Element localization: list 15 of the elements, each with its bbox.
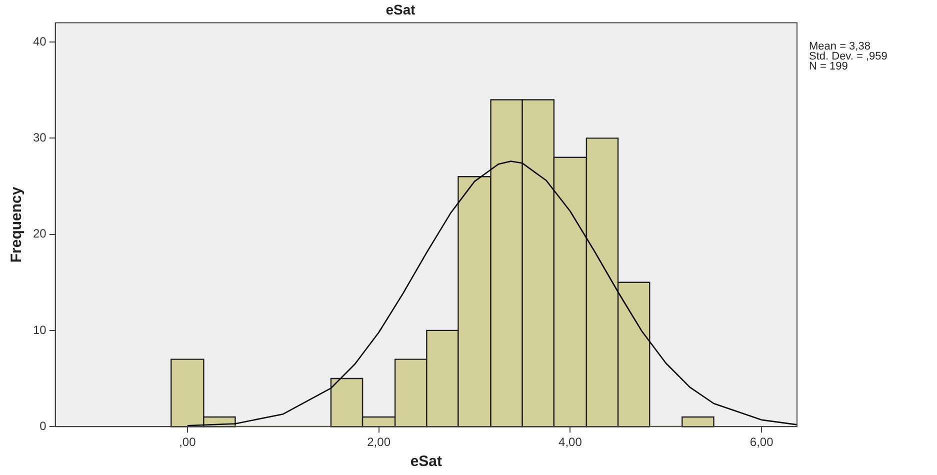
y-tick-label: 10 — [32, 322, 47, 337]
x-tick-label: 2,00 — [367, 435, 391, 450]
x-axis-title: eSat — [410, 453, 442, 470]
text: Std. Dev. = ,959 — [809, 50, 888, 62]
text: N = 199 — [809, 60, 848, 72]
y-tick-label: 30 — [32, 130, 47, 144]
x-tick-label: ,00 — [179, 435, 196, 450]
y-tick-label: 40 — [32, 34, 47, 48]
x-tick-label: 6,00 — [750, 435, 774, 450]
chart-title: eSat — [386, 1, 416, 18]
y-tick-label: 0 — [40, 418, 47, 433]
text: Mean = 3,38 — [809, 40, 870, 52]
y-tick-label: 20 — [32, 226, 47, 241]
y-axis-title: Frequency — [8, 186, 26, 263]
x-tick-label: 4,00 — [558, 435, 582, 450]
